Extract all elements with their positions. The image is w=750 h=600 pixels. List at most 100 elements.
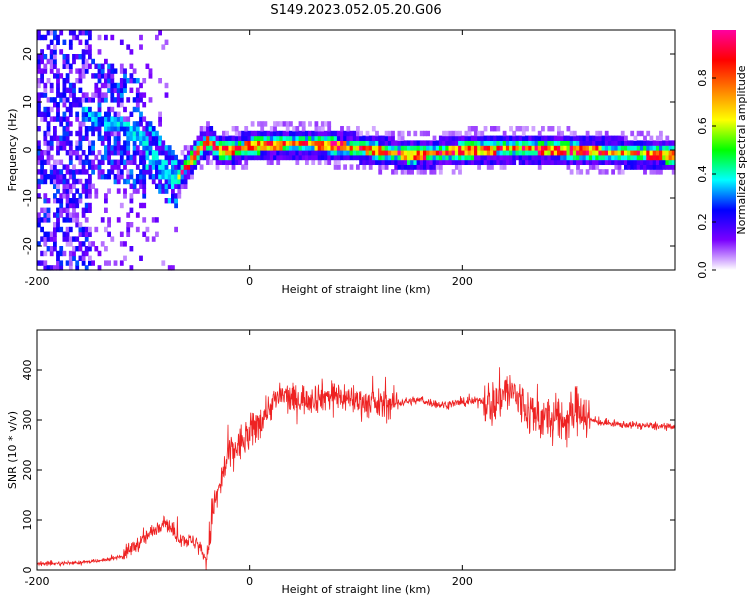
heatmap-cell xyxy=(139,82,143,89)
heatmap-cell xyxy=(53,178,57,185)
heatmap-cell xyxy=(308,121,312,127)
heatmap-cell xyxy=(435,140,440,146)
heatmap-cell xyxy=(97,78,102,84)
heatmap-cell xyxy=(320,150,325,156)
heatmap-cell xyxy=(62,183,67,189)
heatmap-cell xyxy=(94,193,99,199)
heatmap-cell xyxy=(148,68,153,74)
heatmap-cell xyxy=(231,135,236,141)
heatmap-cell xyxy=(340,135,344,141)
heatmap-cell xyxy=(595,154,600,161)
heatmap-cell xyxy=(486,159,491,165)
heatmap-cell xyxy=(97,250,102,257)
heatmap-cell xyxy=(75,212,80,218)
heatmap-cell xyxy=(371,150,376,156)
heatmap-cell xyxy=(394,150,399,156)
heatmap-cell xyxy=(282,121,287,127)
heatmap-cell xyxy=(139,135,143,141)
heatmap-cell xyxy=(107,188,111,194)
heatmap-cell xyxy=(624,135,628,141)
heatmap-cell xyxy=(521,145,526,151)
heatmap-cell xyxy=(652,154,657,161)
heatmap-cell xyxy=(244,159,249,165)
heatmap-cell xyxy=(158,145,162,151)
heatmap-cell xyxy=(43,198,48,204)
heatmap-cell xyxy=(582,159,587,165)
heatmap-cell xyxy=(171,150,175,156)
heatmap-cell xyxy=(78,102,83,108)
heatmap-cell xyxy=(56,188,60,194)
heatmap-cell xyxy=(180,174,185,180)
heatmap-cell xyxy=(65,198,70,204)
heatmap-cell xyxy=(368,145,373,151)
heatmap-cell xyxy=(324,159,328,165)
heatmap-cell xyxy=(65,63,70,69)
heatmap-cell xyxy=(94,121,99,127)
heatmap-cell xyxy=(566,145,571,151)
heatmap-cell xyxy=(161,169,166,175)
heatmap-cell xyxy=(65,58,70,65)
heatmap-cell xyxy=(521,154,526,161)
heatmap-cell xyxy=(81,169,86,175)
heatmap-cell xyxy=(180,159,185,165)
heatmap-cell xyxy=(123,121,127,127)
heatmap-cell xyxy=(426,164,430,170)
heatmap-cell xyxy=(633,135,638,141)
heatmap-cell xyxy=(46,145,51,151)
x-tick-label: 0 xyxy=(246,275,253,288)
heatmap-cell xyxy=(624,150,628,156)
heatmap-cell xyxy=(186,150,191,156)
heatmap-cell xyxy=(97,73,102,79)
heatmap-cell xyxy=(81,183,86,189)
heatmap-cell xyxy=(110,63,115,69)
heatmap-cell xyxy=(483,150,488,156)
heatmap-cell xyxy=(633,140,638,146)
heatmap-cell xyxy=(359,130,363,137)
heatmap-cell xyxy=(56,87,60,93)
heatmap-cell xyxy=(569,159,574,165)
heatmap-cell xyxy=(116,116,121,122)
heatmap-cell xyxy=(384,130,389,137)
heatmap-cell xyxy=(56,222,60,228)
heatmap-cell xyxy=(129,130,134,137)
heatmap-cell xyxy=(37,106,41,113)
heatmap-cell xyxy=(458,140,462,146)
heatmap-cell xyxy=(592,150,596,156)
heatmap-cell xyxy=(104,198,108,204)
heatmap-cell xyxy=(110,169,115,175)
heatmap-cell xyxy=(135,121,140,127)
heatmap-cell xyxy=(336,164,341,170)
heatmap-cell xyxy=(119,150,124,156)
heatmap-cell xyxy=(423,169,427,175)
heatmap-cell xyxy=(56,212,60,218)
heatmap-cell xyxy=(298,135,303,141)
heatmap-cell xyxy=(100,68,105,74)
heatmap-cell xyxy=(595,150,600,156)
heatmap-cell xyxy=(177,193,182,199)
heatmap-cell xyxy=(65,188,70,194)
heatmap-cell xyxy=(72,164,76,170)
heatmap-cell xyxy=(46,106,51,113)
heatmap-cell xyxy=(218,135,223,141)
heatmap-cell xyxy=(314,145,319,151)
heatmap-cell xyxy=(375,154,379,161)
heatmap-cell xyxy=(403,145,408,151)
heatmap-cell xyxy=(145,226,150,233)
heatmap-cell xyxy=(429,145,434,151)
heatmap-cell xyxy=(289,145,293,151)
heatmap-cell xyxy=(129,63,134,69)
heatmap-cell xyxy=(305,130,309,137)
heatmap-cell xyxy=(199,130,204,137)
heatmap-cell xyxy=(490,154,494,161)
heatmap-cell xyxy=(611,140,615,146)
heatmap-cell xyxy=(164,183,169,189)
heatmap-cell xyxy=(541,126,545,132)
heatmap-cell xyxy=(416,150,421,156)
heatmap-cell xyxy=(225,164,229,170)
heatmap-cell xyxy=(598,135,603,141)
heatmap-cell xyxy=(196,159,201,165)
heatmap-cell xyxy=(451,140,456,146)
heatmap-cell xyxy=(40,178,44,185)
heatmap-cell xyxy=(148,121,153,127)
heatmap-cell xyxy=(400,135,405,141)
